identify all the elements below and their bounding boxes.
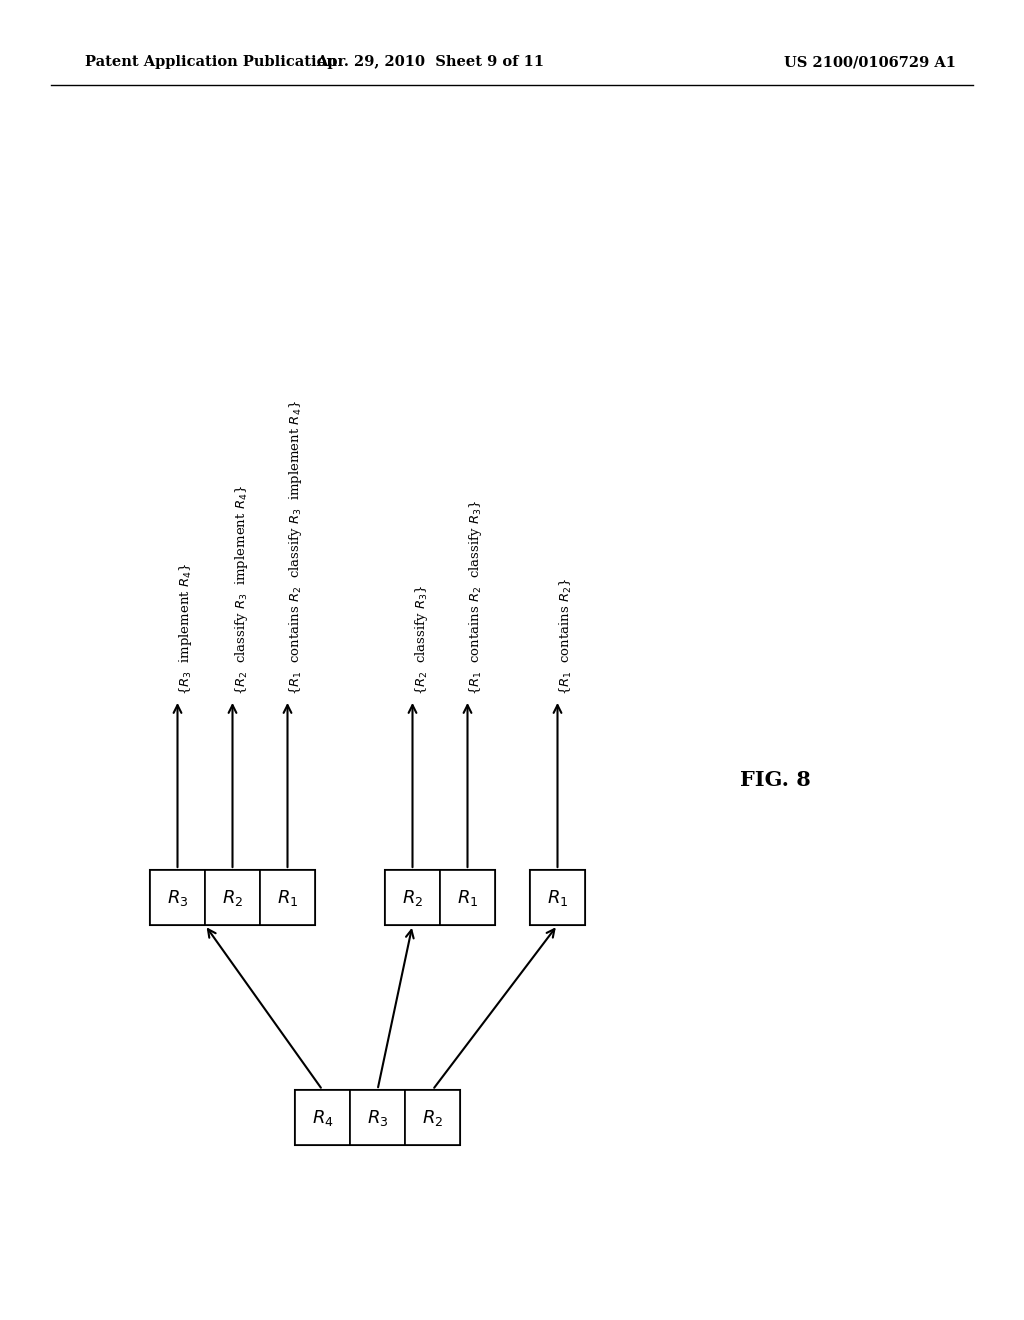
Text: Patent Application Publication: Patent Application Publication [85,55,337,69]
Text: $R_2$: $R_2$ [401,887,423,908]
Text: $R_2$: $R_2$ [222,887,243,908]
Text: {$R_1$  contains $R_2$  classify $R_3$  implement $R_4$}: {$R_1$ contains $R_2$ classify $R_3$ imp… [288,400,304,696]
Text: FIG. 8: FIG. 8 [740,770,811,789]
Text: $R_4$: $R_4$ [311,1107,334,1127]
Text: {$R_2$  classify $R_3$  implement $R_4$}: {$R_2$ classify $R_3$ implement $R_4$} [232,484,250,696]
Bar [150,870,315,925]
Bar [295,1090,460,1144]
Bar [350,1090,406,1144]
Bar [295,1090,350,1144]
Text: Apr. 29, 2010  Sheet 9 of 11: Apr. 29, 2010 Sheet 9 of 11 [316,55,544,69]
Text: $R_2$: $R_2$ [422,1107,443,1127]
Bar [385,870,495,925]
Bar [440,870,495,925]
Bar [150,870,205,925]
Text: US 2100/0106729 A1: US 2100/0106729 A1 [784,55,956,69]
Text: {$R_1$  contains $R_2$}: {$R_1$ contains $R_2$} [557,577,573,696]
Bar [530,870,585,925]
Text: {$R_3$  implement $R_4$}: {$R_3$ implement $R_4$} [177,562,195,696]
Text: $R_3$: $R_3$ [367,1107,388,1127]
Bar [260,870,315,925]
Text: $R_1$: $R_1$ [457,887,478,908]
Bar [385,870,440,925]
Bar [406,1090,460,1144]
Bar [530,870,585,925]
Text: $R_1$: $R_1$ [547,887,568,908]
Text: $R_1$: $R_1$ [276,887,298,908]
Text: {$R_1$  contains $R_2$  classify $R_3$}: {$R_1$ contains $R_2$ classify $R_3$} [468,499,484,696]
Text: {$R_2$  classify $R_3$}: {$R_2$ classify $R_3$} [413,585,429,696]
Text: $R_3$: $R_3$ [167,887,188,908]
Bar [205,870,260,925]
